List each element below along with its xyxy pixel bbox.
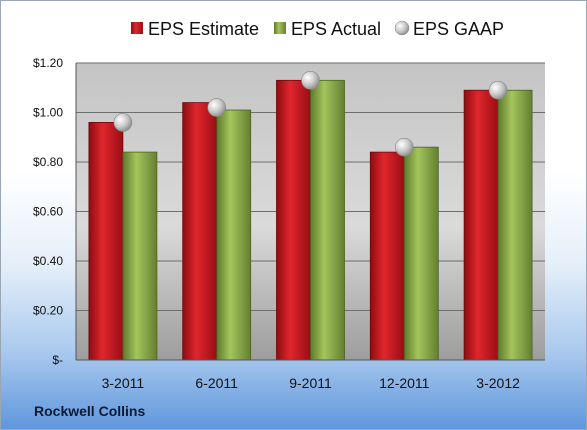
bar-eps-actual bbox=[497, 89, 533, 361]
marker-eps-gaap bbox=[488, 80, 508, 100]
legend-label: EPS GAAP bbox=[413, 19, 504, 39]
bar-eps-actual bbox=[403, 146, 439, 361]
x-tick-label: 9-2011 bbox=[289, 375, 332, 391]
bar-eps-estimate bbox=[463, 89, 499, 361]
legend-swatch bbox=[274, 22, 286, 34]
legend-swatch bbox=[131, 22, 143, 34]
bar-eps-estimate bbox=[369, 151, 405, 361]
bar-eps-actual bbox=[122, 151, 158, 361]
company-name: Rockwell Collins bbox=[34, 403, 146, 419]
x-tick-label: 6-2011 bbox=[195, 375, 238, 391]
marker-eps-gaap bbox=[394, 137, 414, 157]
marker-eps-gaap bbox=[207, 98, 226, 117]
legend-swatch bbox=[394, 20, 410, 36]
legend-label: EPS Estimate bbox=[148, 19, 259, 39]
bar-eps-estimate bbox=[182, 102, 218, 361]
bar-eps-actual bbox=[310, 79, 345, 361]
legend-label: EPS Actual bbox=[291, 19, 381, 39]
marker-eps-gaap bbox=[301, 71, 320, 90]
y-tick-label: $- bbox=[52, 353, 63, 367]
bar-eps-estimate bbox=[276, 79, 311, 361]
marker-eps-gaap bbox=[113, 113, 133, 132]
y-tick-label: $0.80 bbox=[33, 155, 63, 169]
y-tick-label: $0.40 bbox=[33, 254, 63, 268]
x-tick-label: 3-2011 bbox=[102, 375, 145, 391]
y-tick-label: $1.00 bbox=[33, 106, 63, 120]
x-tick-label: 3-2012 bbox=[476, 375, 520, 391]
y-tick-label: $0.60 bbox=[33, 205, 63, 219]
x-tick-label: 12-2011 bbox=[379, 375, 430, 391]
bar-eps-estimate bbox=[88, 122, 124, 361]
y-tick-label: $1.20 bbox=[33, 56, 63, 70]
y-tick-label: $0.20 bbox=[33, 304, 63, 318]
bar-eps-actual bbox=[216, 109, 252, 361]
